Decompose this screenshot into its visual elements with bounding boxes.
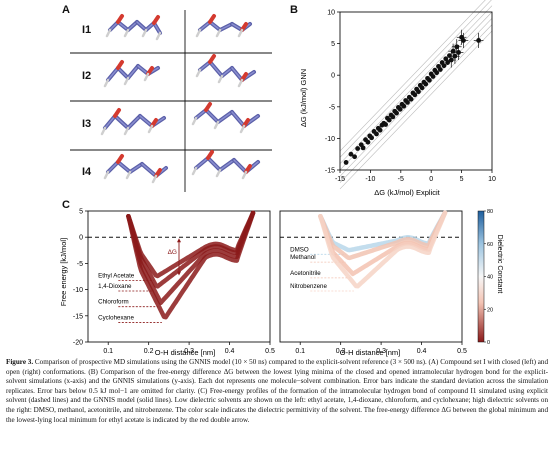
molecule-conformation	[103, 60, 160, 88]
caption-text: Comparison of prospective MD simulations…	[6, 358, 548, 424]
molecule-conformation	[191, 102, 260, 134]
caption-label: Figure 3.	[6, 358, 34, 366]
molecule-conformation	[100, 108, 166, 136]
panel-c-letter: C	[62, 199, 70, 211]
row-label-i3: I3	[82, 118, 92, 130]
molecule-conformation	[195, 14, 252, 38]
molecule-conformation	[195, 54, 256, 88]
molecule-conformation	[105, 14, 162, 41]
row-label-i1: I1	[82, 24, 92, 36]
molecule-conformation	[103, 154, 168, 184]
row-label-i4: I4	[82, 166, 92, 178]
panel-b-letter: B	[290, 4, 298, 16]
row-label-i2: I2	[82, 70, 92, 82]
figure-caption: Figure 3. Comparison of prospective MD s…	[6, 358, 548, 425]
panel-a-letter: A	[62, 4, 70, 16]
molecule-conformation	[191, 150, 260, 180]
